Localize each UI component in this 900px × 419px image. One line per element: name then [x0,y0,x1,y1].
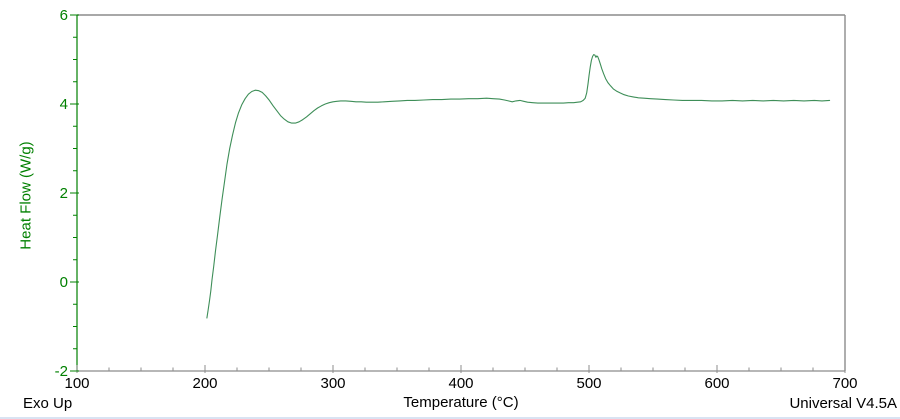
x-tick-label: 600 [704,375,730,392]
x-tick-label: 700 [832,375,858,392]
y-tick-label: 2 [59,185,68,202]
y-tick-label: 0 [59,274,68,291]
x-tick-label: 200 [192,375,218,392]
y-axis-title: Heat Flow (W/g) [17,141,35,250]
x-tick-label: 500 [576,375,602,392]
window-bottom-edge [0,417,900,419]
dsc-curve [206,54,831,319]
x-tick-label: 400 [448,375,474,392]
y-tick-label: 6 [59,7,68,24]
axis-ticks [70,14,846,373]
x-tick-label: 300 [320,375,346,392]
plot-frame [76,14,846,372]
y-tick-label: -2 [54,363,68,380]
version-label: Universal V4.5A [789,395,897,412]
dsc-curve-group [206,54,831,319]
exo-up-label: Exo Up [23,395,73,412]
x-axis-title: Temperature (°C) [403,394,519,411]
y-tick-label: 4 [59,96,68,113]
x-tick-label: 100 [64,375,90,392]
